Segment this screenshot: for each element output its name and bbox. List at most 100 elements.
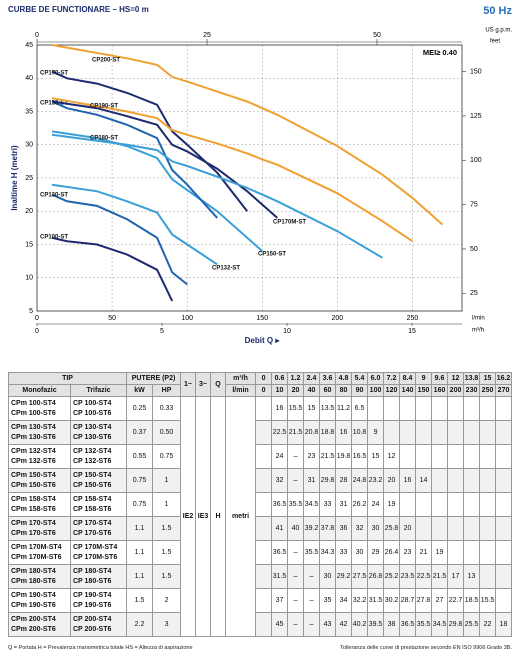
head-value: 32.2 <box>351 588 369 613</box>
head-value: 33 <box>335 540 353 565</box>
head-value: 21.5 <box>431 564 449 589</box>
head-value: 9 <box>367 420 385 445</box>
head-value <box>463 492 481 517</box>
head-value <box>463 444 481 469</box>
kw-cell: 1.1 <box>126 516 154 541</box>
head-value <box>447 396 465 421</box>
curve-label: CP158-ST <box>40 101 68 107</box>
model-name: CPm 130-ST4 <box>11 423 56 431</box>
head-value <box>399 444 417 469</box>
footer-right: Tolleranza delle curve di prestazione se… <box>340 645 512 651</box>
name-cell: CPm 150-ST4 CPm 150-ST6 <box>8 468 71 493</box>
header-cell: 250 <box>479 384 497 397</box>
head-value: – <box>287 468 305 493</box>
head-value: 25.2 <box>383 564 401 589</box>
header-cell: 230 <box>463 384 481 397</box>
head-value <box>415 420 433 445</box>
header-cell: Q <box>210 372 227 397</box>
head-value: 24.8 <box>351 468 369 493</box>
curve-label: CP190-ST <box>90 104 118 110</box>
x-tick-label: 100 <box>181 315 193 322</box>
header-cell: 16.2 <box>495 372 513 385</box>
kw-cell: 2.2 <box>126 612 154 637</box>
header-cell: 7.2 <box>383 372 401 385</box>
head-value: 20.8 <box>303 420 321 445</box>
model-name: CPm 132-ST4 <box>11 447 56 455</box>
model-name: CPm 158-ST6 <box>11 505 56 513</box>
head-value <box>447 540 465 565</box>
head-value: 35.5 <box>303 540 321 565</box>
header-cell: 140 <box>399 384 417 397</box>
side-cell: IE2 <box>180 396 197 637</box>
y-tick-label: 40 <box>25 75 33 82</box>
x-unit: l/min <box>472 316 485 322</box>
table-row: CPm 158-ST4 CPm 158-ST6 CP 158-ST4 CP 158-S… <box>8 492 513 517</box>
model-name: CPm 170M-ST6 <box>11 553 62 561</box>
head-value <box>463 468 481 493</box>
header-cell: 10 <box>271 384 289 397</box>
head-value: 30 <box>319 564 337 589</box>
head-value <box>415 396 433 421</box>
name-cell: CPm 170-ST4 CPm 170-ST6 <box>8 516 71 541</box>
head-value: 39.5 <box>367 612 385 637</box>
head-value <box>431 516 449 541</box>
head-value <box>415 444 433 469</box>
header-cell: 9 <box>415 372 433 385</box>
head-value: 23 <box>303 444 321 469</box>
model-name: CP 190-ST4 <box>73 591 112 599</box>
head-value: 22.7 <box>447 588 465 613</box>
model-name: CP 158-ST4 <box>73 495 112 503</box>
head-value: 39.2 <box>303 516 321 541</box>
y-axis-label: Inaltime H (metri) <box>10 145 19 211</box>
plot-frame <box>36 44 463 312</box>
model-name: CPm 158-ST4 <box>11 495 56 503</box>
head-value <box>431 492 449 517</box>
x2-tick-label: 15 <box>408 328 416 335</box>
name-cell: CP 130-ST4 CP 130-ST6 <box>69 420 128 445</box>
y2-tick-label: 125 <box>470 113 482 120</box>
head-value <box>255 516 273 541</box>
header-cell: 60 <box>319 384 337 397</box>
head-value: 17 <box>447 564 465 589</box>
head-value <box>255 588 273 613</box>
head-value: 22.5 <box>271 420 289 445</box>
name-cell: CPm 190-ST4 CPm 190-ST6 <box>8 588 71 613</box>
model-name: CPm 180-ST4 <box>11 567 56 575</box>
table-row: CPm 150-ST4 CPm 150-ST6 CP 150-ST4 CP 150-S… <box>8 468 513 493</box>
head-value: 24 <box>367 492 385 517</box>
model-name: CPm 170-ST4 <box>11 519 56 527</box>
model-name: CP 130-ST6 <box>73 433 112 441</box>
head-value: 26.8 <box>367 564 385 589</box>
head-value: 31 <box>303 468 321 493</box>
model-name: CP 100-ST6 <box>73 409 112 417</box>
chart-title: CURBE DE FUNCTIONARE – HS=0 m <box>8 5 149 14</box>
header-cell: HP <box>152 384 182 397</box>
head-value: 13 <box>463 564 481 589</box>
model-name: CPm 150-ST4 <box>11 471 56 479</box>
side-cell: metri <box>225 396 257 637</box>
head-value <box>415 492 433 517</box>
name-cell: CP 100-ST4 CP 100-ST6 <box>69 396 128 421</box>
model-name: CP 200-ST6 <box>73 625 112 633</box>
curve <box>51 100 218 219</box>
y-tick-label: 20 <box>25 208 33 215</box>
name-cell: CPm 200-ST4 CPm 200-ST6 <box>8 612 71 637</box>
header-cell: 15 <box>479 372 497 385</box>
head-value: – <box>287 540 305 565</box>
header-cell: l/min <box>225 384 257 397</box>
head-value: – <box>287 444 305 469</box>
head-value: 34.5 <box>431 612 449 637</box>
head-value <box>255 420 273 445</box>
header-cell: 3~ <box>195 372 212 397</box>
head-value <box>383 420 401 445</box>
head-value <box>255 612 273 637</box>
model-name: CP 180-ST4 <box>73 567 112 575</box>
head-value: 35.5 <box>287 492 305 517</box>
head-value: 45 <box>271 612 289 637</box>
head-value <box>431 420 449 445</box>
head-value <box>495 396 513 421</box>
head-value: 21 <box>415 540 433 565</box>
head-value: 13.5 <box>319 396 337 421</box>
model-name: CP 100-ST4 <box>73 399 112 407</box>
